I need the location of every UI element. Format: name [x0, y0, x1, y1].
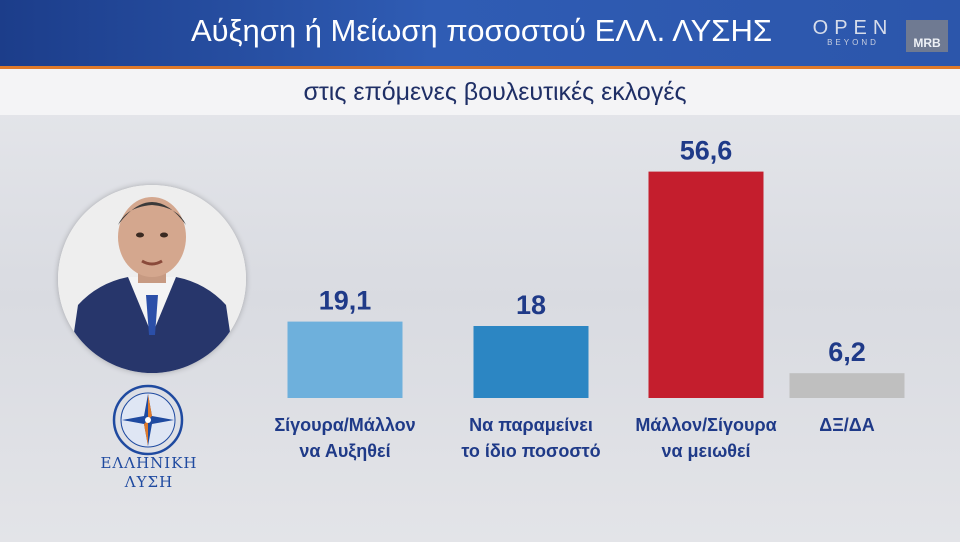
channel-logo-sub: BEYOND: [827, 38, 879, 47]
category-label: Μάλλον/Σίγουρα να μειωθεί: [621, 412, 791, 464]
party-name-line2: ΛΥΣΗ: [124, 473, 174, 491]
party-name-line1: ΕΛΛΗΝΙΚΗ: [100, 454, 198, 472]
chart-title: Αύξηση ή Μείωση ποσοστού ΕΛΛ. ΛΥΣΗΣ: [190, 13, 772, 48]
header-bar: Αύξηση ή Μείωση ποσοστού ΕΛΛ. ΛΥΣΗΣ OPEN…: [0, 0, 960, 69]
bar: [648, 171, 764, 398]
category-label-line: Να παραμείνει: [469, 415, 593, 435]
channel-logo-main: OPEN: [812, 17, 894, 39]
bar-value-label: 19,1: [319, 286, 372, 316]
subtitle-bar: [0, 69, 960, 115]
category-label: Σίγουρα/Μάλλον να Αυξηθεί: [260, 412, 430, 464]
category-label-line: ΔΞ/ΔΑ: [819, 415, 875, 435]
politician-portrait-icon: [58, 185, 246, 373]
bar: [287, 321, 403, 398]
category-label-line: Μάλλον/Σίγουρα: [635, 415, 777, 435]
category-label-line: να μειωθεί: [661, 441, 751, 461]
compass-rose-icon: [112, 384, 184, 456]
channel-logo: OPEN BEYOND: [812, 18, 894, 47]
bar: [473, 326, 589, 398]
pollster-logo: MRB: [906, 20, 948, 52]
chart-subtitle: στις επόμενες βουλευτικές εκλογές: [303, 78, 687, 106]
category-label: ΔΞ/ΔΑ: [762, 412, 932, 438]
category-label-line: το ίδιο ποσοστό: [461, 441, 601, 461]
bar: [789, 373, 905, 398]
party-name: ΕΛΛΗΝΙΚΗ ΛΥΣΗ: [96, 454, 202, 492]
category-label: Να παραμείνει το ίδιο ποσοστό: [446, 412, 616, 464]
category-label-line: Σίγουρα/Μάλλον: [274, 415, 416, 435]
bar-value-label: 6,2: [828, 337, 866, 367]
bar-value-label: 18: [516, 290, 546, 320]
bar-value-label: 56,6: [680, 136, 733, 166]
category-label-line: να Αυξηθεί: [299, 441, 391, 461]
